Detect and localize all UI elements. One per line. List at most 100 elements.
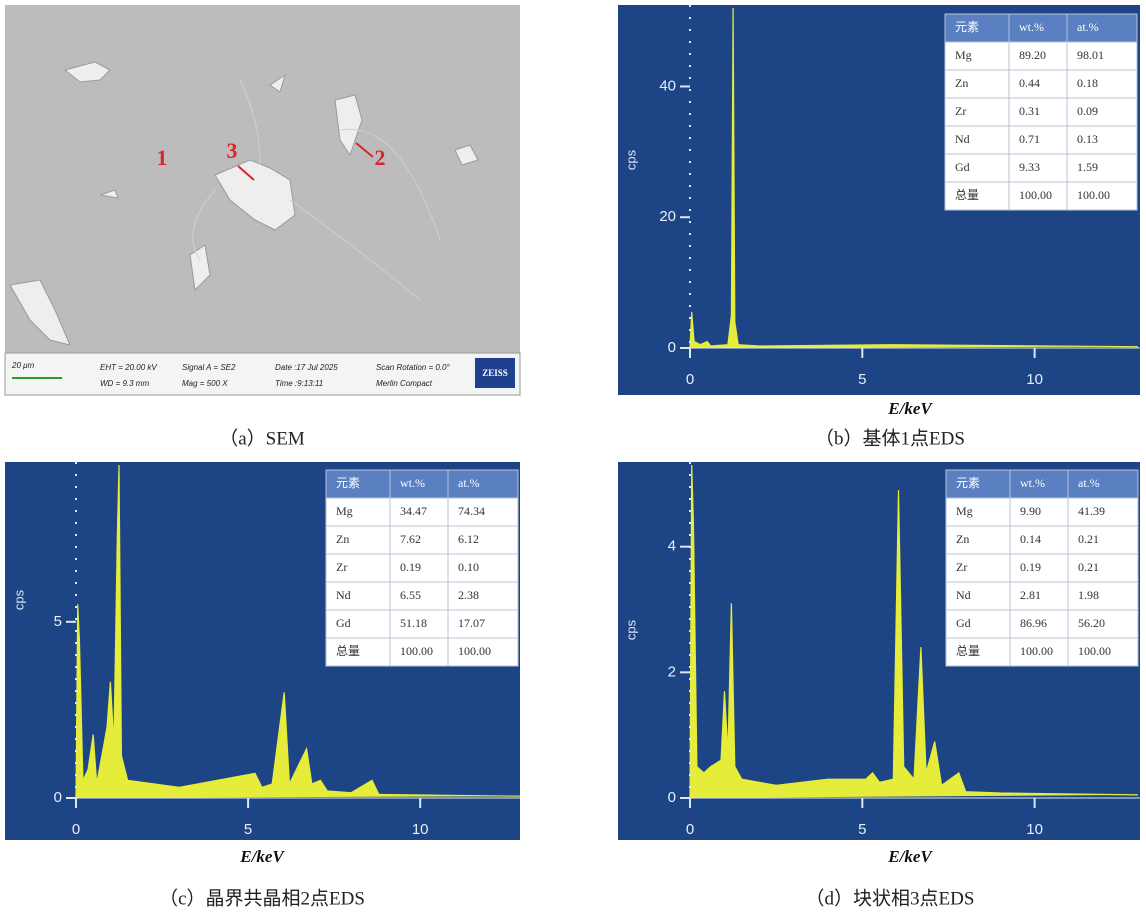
table-cell-text: 100.00 [1077,188,1110,202]
table-cell-text: Nd [336,588,351,602]
table-cell-text: 0.21 [1078,532,1099,546]
y-tick-label: 4 [668,538,676,555]
table-header: 元素 [336,476,360,490]
table-header: at.% [1077,20,1099,34]
table-cell-text: 0.21 [1078,560,1099,574]
table-cell-text: 0.44 [1019,76,1040,90]
x-tick-label: 5 [858,371,866,388]
table-cell-text: Nd [956,588,971,602]
table-header: at.% [1078,476,1100,490]
x-tick-label: 10 [412,821,429,838]
spectrum [689,7,1139,349]
y-tick-label: 0 [54,789,62,806]
table-cell [1066,181,1138,211]
x-tick-label: 5 [244,821,252,838]
sem-info: Mag = 500 X [182,379,228,388]
sem-info: Date :17 Jul 2025 [275,363,338,372]
table-cell-text: 100.00 [1020,644,1053,658]
table-cell-text: 100.00 [1078,644,1111,658]
logo [475,358,515,388]
table-cell-text: 0.71 [1019,132,1040,146]
table-cell-text: Zn [956,532,969,546]
table-cell-text: 0.19 [1020,560,1041,574]
x-tick-label: 10 [1026,371,1043,388]
table-header: wt.% [1020,476,1045,490]
table-cell-text: 总量 [336,644,360,658]
eds-panel: 0 5 0 5 10 cps E/keV （c）晶界共晶相2点EDS 元素 wt.% at.% Mg 3… [5,462,521,909]
arrows [237,142,374,181]
sem-info: Scan Rotation = 0.0° [376,363,450,372]
y-tick-label: 0 [668,789,676,806]
sem-panel: 1 2 3 20 μm EHT = 20.00 kV Signal A = SE… [4,5,521,449]
table-cell-text: 0.10 [458,560,479,574]
table-cell-text: 89.20 [1019,48,1046,62]
y-tick-label: 5 [54,613,62,630]
table-cell-text: 74.34 [458,504,485,518]
sem-info: EHT = 20.00 kV [100,363,157,372]
caption: （d）块状相3点EDS [806,887,975,909]
table-cell-text: 0.09 [1077,104,1098,118]
table-header: 元素 [956,476,980,490]
table-cell [447,637,519,667]
table-cell-text: 6.12 [458,532,479,546]
table-cell-text: 2.38 [458,588,479,602]
point-label: 3 [227,138,238,163]
y-tick-label: 0 [668,339,676,356]
table-background [945,469,1139,667]
scale-label: 20 μm [11,361,35,370]
sem-info: Merlin Compact [376,379,433,388]
table-cell-text: 7.62 [400,532,421,546]
y-axis-label: cps [623,149,638,170]
table-cell-text: 0.18 [1077,76,1098,90]
table-cell-text: 98.01 [1077,48,1104,62]
table-cell-text: Nd [955,132,970,146]
table-header-bg [326,470,518,498]
sem-info: Signal A = SE2 [182,363,236,372]
table-header: at.% [458,476,480,490]
table-cell [1067,637,1139,667]
table-cell-text: 总量 [955,188,979,202]
table-cell-text: 6.55 [400,588,421,602]
table-cell-text: 9.90 [1020,504,1041,518]
x-tick-label: 0 [72,821,80,838]
y-tick-label: 40 [659,77,676,94]
table-cell-text: Zn [955,76,968,90]
table-cell-text: Mg [955,48,972,62]
point-label: 2 [375,145,386,170]
x-tick-label: 0 [686,821,694,838]
table-cell-text: Zr [336,560,347,574]
y-tick-label: 2 [668,663,676,680]
x-axis-label: E/keV [239,847,285,866]
table-cell-text: 0.14 [1020,532,1041,546]
table-cell-text: 0.31 [1019,104,1040,118]
table-cell-text: 1.98 [1078,588,1099,602]
table-cell-text: 34.47 [400,504,427,518]
caption: （a）SEM [219,427,305,449]
table-cell-text: Zr [956,560,967,574]
table-cell-text: 17.07 [458,616,485,630]
y-tick-label: 20 [659,208,676,225]
table-header: 元素 [955,20,979,34]
table-cell-text: 1.59 [1077,160,1098,174]
sem-phases [9,61,479,346]
table-cell-text: 100.00 [458,644,491,658]
x-tick-label: 10 [1026,821,1043,838]
caption: （b）基体1点EDS [815,427,965,449]
table-header: wt.% [400,476,425,490]
table-cell-text: 86.96 [1020,616,1047,630]
x-tick-label: 5 [858,821,866,838]
table-cell-text: 100.00 [400,644,433,658]
sem-info: WD = 9.3 mm [100,379,149,388]
spectrum [689,464,1139,799]
table-cell-text: 100.00 [1019,188,1052,202]
y-axis-label: cps [11,589,26,610]
table-cell-text: Mg [956,504,973,518]
table-cell-text: Gd [336,616,351,630]
sem-info-bar [4,352,521,396]
table-background [944,13,1138,211]
eds-panel: 0 20 40 0 5 10 cps E/keV （b）基体1点EDS 元素 wt.% at.% Mg 8… [618,5,1140,449]
table-cell-text: Mg [336,504,353,518]
table-background [325,469,519,667]
x-tick-label: 0 [686,371,694,388]
